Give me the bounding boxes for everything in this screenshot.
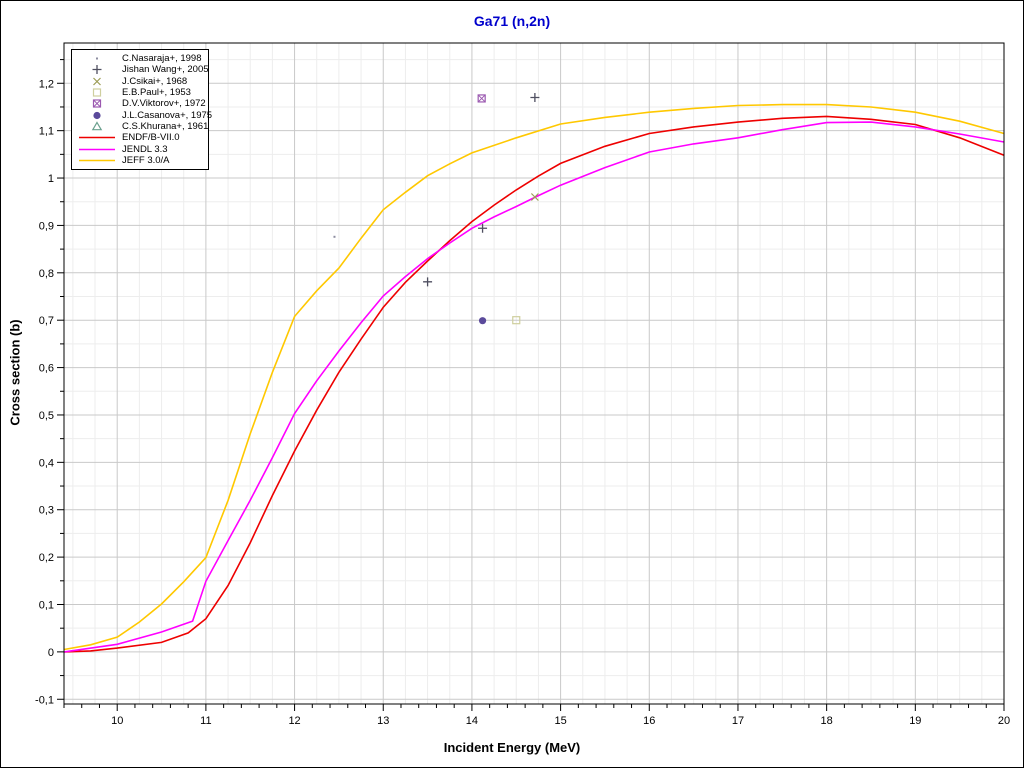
legend-label: JENDL 3.3 xyxy=(122,143,168,155)
y-tick-label: 1,2 xyxy=(39,78,54,90)
series-curve-2 xyxy=(63,103,1005,651)
x-tick-label: 18 xyxy=(821,715,833,727)
chart-title: Ga71 (n,2n) xyxy=(473,13,551,29)
marker-triangle-open xyxy=(91,121,103,131)
x-tick-label: 15 xyxy=(554,715,566,727)
marker-dot xyxy=(96,57,98,60)
series-curve-1 xyxy=(63,121,1005,653)
x-tick-label: 11 xyxy=(200,715,211,727)
y-tick-label: 1,1 xyxy=(39,126,54,138)
legend-label: Jishan Wang+, 2005 xyxy=(122,64,209,76)
marker-plus xyxy=(423,277,433,287)
marker-plus xyxy=(530,92,540,102)
legend-label: J.Csikai+, 1968 xyxy=(122,75,188,87)
legend-entry: D.V.Viktorov+, 1972 xyxy=(72,98,208,109)
marker-square-x xyxy=(92,99,102,108)
x-tick-label: 10 xyxy=(111,715,123,727)
legend-square-open-icon xyxy=(72,87,122,98)
y-tick-label: 0,6 xyxy=(39,363,54,375)
legend-line-swatch xyxy=(72,132,122,143)
marker-x xyxy=(530,193,539,201)
legend-entry: J.L.Casanova+, 1975 xyxy=(72,109,212,121)
legend-x-icon xyxy=(72,76,122,87)
legend-label: E.B.Paul+, 1953 xyxy=(122,87,191,99)
marker-square-open xyxy=(92,88,102,97)
y-tick-label: 1 xyxy=(48,173,54,185)
x-axis-title: Incident Energy (MeV) xyxy=(443,740,581,755)
legend-plus-icon xyxy=(72,64,122,75)
y-tick-label: 0,1 xyxy=(39,599,54,611)
legend-entry: ENDF/B-VII.0 xyxy=(72,132,208,143)
marker-square-open xyxy=(512,316,521,325)
legend-entry: C.Nasaraja+, 1998 xyxy=(72,53,208,64)
x-tick-label: 19 xyxy=(909,715,921,727)
y-tick-label: 0,4 xyxy=(39,457,54,469)
marker-circle-filled xyxy=(93,111,101,119)
legend-box: C.Nasaraja+, 1998 Jishan Wang+, 2005 J.Csi… xyxy=(71,49,212,170)
legend-circle-filled-icon xyxy=(72,110,122,121)
legend-line-swatch xyxy=(72,144,122,155)
marker-plus xyxy=(92,65,102,75)
plot-border xyxy=(63,42,1005,705)
x-tick-label: 20 xyxy=(998,715,1010,727)
marker-plus xyxy=(478,223,488,233)
legend-square-x-icon xyxy=(72,98,122,109)
legend-label: D.V.Viktorov+, 1972 xyxy=(122,98,206,110)
marker-square-x xyxy=(477,94,486,103)
legend-entry: JENDL 3.3 xyxy=(72,143,208,155)
marker-dot xyxy=(333,235,336,238)
x-tick-label: 16 xyxy=(643,715,655,727)
x-tick-label: 12 xyxy=(288,715,300,727)
y-tick-label: -0,1 xyxy=(35,694,54,706)
legend-entry: E.B.Paul+, 1953 xyxy=(72,87,208,98)
x-tick-label: 13 xyxy=(377,715,389,727)
legend-dot-icon xyxy=(72,53,122,64)
y-tick-label: 0,8 xyxy=(39,268,54,280)
legend-line-swatch xyxy=(72,155,122,166)
y-tick-label: 0,2 xyxy=(39,552,54,564)
legend-entry: Jishan Wang+, 2005 xyxy=(72,64,209,76)
legend-label: C.Nasaraja+, 1998 xyxy=(122,53,202,65)
legend-label: ENDF/B-VII.0 xyxy=(122,132,180,144)
legend-label: C.S.Khurana+, 1961 xyxy=(122,120,209,132)
legend-entry: JEFF 3.0/A xyxy=(72,155,208,166)
y-tick-label: 0,9 xyxy=(39,220,54,232)
marker-x xyxy=(93,77,101,86)
x-tick-label: 14 xyxy=(466,715,478,727)
legend-triangle-open-icon xyxy=(72,121,122,132)
y-axis-title: Cross section (b) xyxy=(7,319,23,426)
x-tick-label: 17 xyxy=(732,715,744,727)
marker-circle-filled xyxy=(478,317,487,325)
y-tick-label: 0,3 xyxy=(39,505,54,517)
legend-entry: C.S.Khurana+, 1961 xyxy=(72,121,208,132)
y-tick-label: 0,5 xyxy=(39,410,54,422)
y-tick-label: 0 xyxy=(48,647,54,659)
y-tick-label: 0,7 xyxy=(39,315,54,327)
legend-entry: J.Csikai+, 1968 xyxy=(72,76,208,87)
legend-label: J.L.Casanova+, 1975 xyxy=(122,109,213,121)
legend-label: JEFF 3.0/A xyxy=(122,154,170,166)
